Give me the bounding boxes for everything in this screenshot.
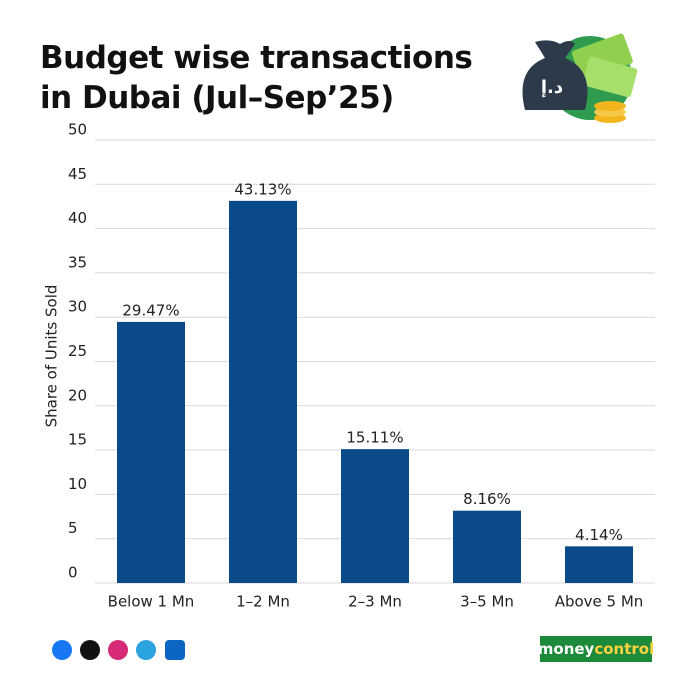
chart-title: Budget wise transactions in Dubai (Jul–S… bbox=[40, 40, 473, 116]
money-icon: د.إ bbox=[522, 33, 638, 123]
brand-part: control bbox=[594, 640, 654, 658]
data-label: 8.16% bbox=[463, 490, 511, 508]
y-tick-label: 5 bbox=[68, 519, 78, 537]
x-tick-label: Below 1 Mn bbox=[108, 593, 195, 611]
bar bbox=[453, 510, 521, 583]
y-tick-label: 45 bbox=[68, 165, 87, 183]
y-tick-label: 35 bbox=[68, 253, 87, 271]
y-tick-label: 50 bbox=[68, 121, 87, 139]
data-label: 15.11% bbox=[346, 429, 403, 447]
y-tick-label: 15 bbox=[68, 431, 87, 449]
bar bbox=[229, 200, 297, 583]
y-tick-label: 25 bbox=[68, 342, 87, 360]
x-tick-label: Above 5 Mn bbox=[555, 593, 644, 611]
y-tick-label: 10 bbox=[68, 475, 87, 493]
y-tick-label: 30 bbox=[68, 298, 87, 316]
y-tick-label: 0 bbox=[68, 564, 78, 582]
y-tick-label: 20 bbox=[68, 386, 87, 404]
y-tick-label: 40 bbox=[68, 209, 87, 227]
data-label: 29.47% bbox=[122, 301, 179, 319]
x-tick-label: 2–3 Mn bbox=[348, 593, 402, 611]
svg-text:د.إ: د.إ bbox=[541, 77, 563, 98]
brand: moneycontrol bbox=[538, 640, 654, 658]
x-tick-label: 1–2 Mn bbox=[236, 593, 290, 611]
x-tick-label: 3–5 Mn bbox=[460, 593, 514, 611]
bar bbox=[117, 321, 185, 583]
social-icons bbox=[52, 640, 185, 660]
data-label: 4.14% bbox=[575, 526, 623, 544]
brand-part: money bbox=[538, 640, 595, 658]
data-label: 43.13% bbox=[234, 180, 291, 198]
bar bbox=[565, 546, 633, 583]
y-axis-label: Share of Units Sold bbox=[43, 285, 61, 428]
brand-badge bbox=[540, 636, 652, 662]
bar bbox=[341, 449, 409, 583]
